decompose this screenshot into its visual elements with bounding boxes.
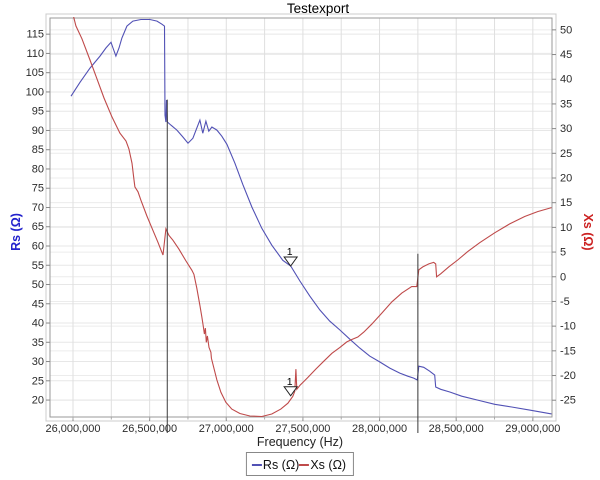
- left-tick-label: 35: [32, 337, 44, 349]
- x-axis-label: Frequency (Hz): [256, 435, 344, 449]
- left-tick-label: 20: [32, 395, 44, 407]
- right-tick-label: 15: [560, 197, 572, 209]
- x-tick-label: 27,000,000: [199, 423, 254, 435]
- right-tick-label: 45: [560, 49, 572, 61]
- legend-label-xs: Xs (Ω): [310, 458, 347, 472]
- legend: Rs (Ω) Xs (Ω): [245, 452, 355, 476]
- tick-layer: 2025303540455055606570758085909510010511…: [26, 24, 576, 435]
- grid-layer: [50, 18, 552, 417]
- legend-item-rs: Rs (Ω): [251, 458, 300, 472]
- left-tick-label: 45: [32, 298, 44, 310]
- left-tick-label: 90: [32, 125, 44, 137]
- left-tick-label: 105: [26, 67, 44, 79]
- right-tick-label: -10: [560, 321, 576, 333]
- left-tick-label: 70: [32, 202, 44, 214]
- right-tick-label: 5: [560, 247, 566, 259]
- right-tick-label: 40: [560, 74, 572, 86]
- x-tick-label: 29,000,000: [505, 423, 560, 435]
- chart-title: Testexport: [286, 1, 350, 16]
- marker: 1: [283, 246, 299, 267]
- left-tick-label: 100: [26, 86, 44, 98]
- x-tick-label: 26,500,000: [122, 423, 177, 435]
- left-tick-label: 30: [32, 356, 44, 368]
- left-tick-label: 25: [32, 375, 44, 387]
- rs-curve: [70, 18, 552, 415]
- left-tick-label: 75: [32, 183, 44, 195]
- marker-triangle-icon: [283, 256, 299, 267]
- legend-item-xs: Xs (Ω): [299, 458, 346, 472]
- left-tick-label: 60: [32, 241, 44, 253]
- right-tick-label: 30: [560, 123, 572, 135]
- left-tick-label: 80: [32, 163, 44, 175]
- right-tick-label: 35: [560, 98, 572, 110]
- x-tick-label: 27,500,000: [275, 423, 330, 435]
- right-tick-label: 50: [560, 24, 572, 36]
- left-tick-label: 65: [32, 221, 44, 233]
- right-tick-label: -20: [560, 370, 576, 382]
- right-tick-label: -15: [560, 345, 576, 357]
- y-axis-label-left: Rs (Ω): [9, 213, 23, 251]
- right-tick-label: 20: [560, 172, 572, 184]
- marker-label: 1: [287, 246, 293, 258]
- y-axis-label-right: Xs (Ω): [581, 213, 595, 251]
- xs-curve: [73, 17, 552, 418]
- left-tick-label: 40: [32, 318, 44, 330]
- plot-outer-border: [45, 13, 557, 422]
- left-tick-label: 110: [26, 48, 44, 60]
- legend-label-rs: Rs (Ω): [262, 458, 300, 472]
- marker-label: 1: [287, 376, 293, 388]
- right-tick-label: -25: [560, 395, 576, 407]
- legend-line-rs: [251, 464, 262, 466]
- x-tick-label: 28,500,000: [429, 423, 484, 435]
- x-tick-label: 28,000,000: [352, 423, 407, 435]
- right-tick-label: 10: [560, 222, 572, 234]
- x-tick-label: 26,000,000: [45, 423, 100, 435]
- left-tick-label: 55: [32, 260, 44, 272]
- left-tick-label: 95: [32, 106, 44, 118]
- right-tick-label: -5: [560, 296, 570, 308]
- plot-border: [49, 17, 553, 418]
- marker-triangle-icon: [283, 386, 299, 397]
- right-tick-label: 25: [560, 148, 572, 160]
- legend-line-xs: [299, 464, 310, 466]
- left-tick-label: 50: [32, 279, 44, 291]
- right-tick-label: 0: [560, 271, 566, 283]
- marker: 1: [283, 376, 299, 397]
- left-tick-label: 85: [32, 144, 44, 156]
- left-tick-label: 115: [26, 29, 44, 41]
